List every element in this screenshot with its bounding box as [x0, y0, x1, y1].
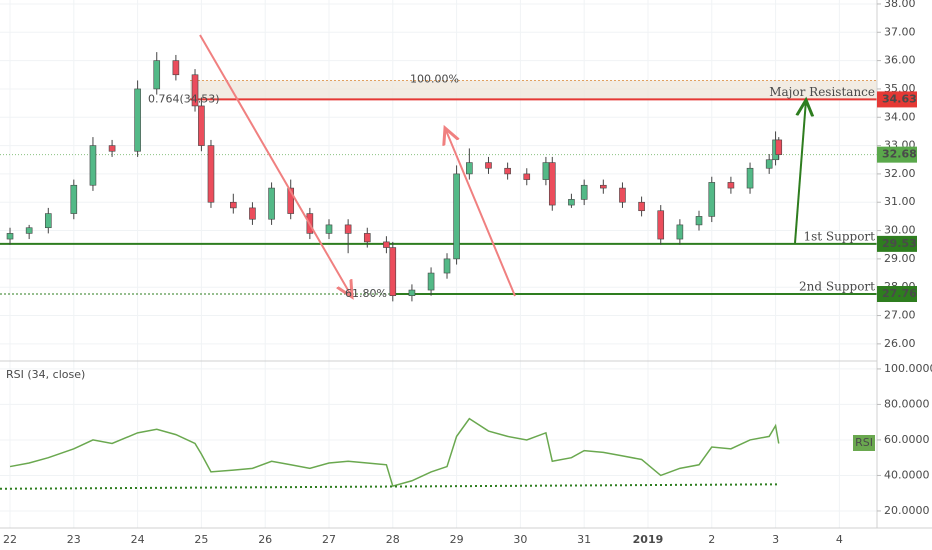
- candle-body: [727, 182, 735, 189]
- price-tag-label: 27.76: [882, 287, 917, 300]
- price-tag: [877, 286, 917, 303]
- candle-body: [89, 145, 97, 186]
- y-tick-label: 26.00: [884, 337, 916, 350]
- x-tick-label: 24: [131, 533, 145, 546]
- y-tick-label: 20.0000: [884, 504, 930, 517]
- price-tag: [877, 91, 917, 108]
- x-tick-label: 4: [836, 533, 843, 546]
- candle-body: [191, 74, 199, 107]
- level-label: 1st Support: [803, 229, 875, 243]
- candle-body: [548, 162, 556, 206]
- x-tick-label: 2019: [633, 533, 664, 546]
- x-tick-label: 26: [258, 533, 272, 546]
- price-tag-label: 34.63: [882, 92, 917, 105]
- y-tick-label: 27.00: [884, 309, 916, 322]
- candle-body: [6, 233, 14, 240]
- y-tick-label: 38.00: [884, 0, 916, 10]
- arrow: [199, 34, 352, 297]
- candle-body: [198, 105, 205, 146]
- fib-label: 100.00%: [410, 72, 459, 85]
- price-tag-label: 32.68: [882, 148, 917, 161]
- x-tick-label: 3: [772, 533, 779, 546]
- candle-body: [108, 145, 116, 152]
- y-tick-label: 32.00: [884, 167, 916, 180]
- y-tick-label: 80.0000: [884, 397, 930, 410]
- y-tick-label: 31.00: [884, 195, 916, 208]
- candle-body: [775, 139, 783, 155]
- candle-body: [638, 201, 645, 212]
- y-tick-label: 34.00: [884, 110, 916, 123]
- y-tick-label: 40.0000: [884, 468, 930, 481]
- candle-body: [427, 272, 435, 291]
- candle-body: [44, 213, 52, 229]
- candle-body: [542, 162, 550, 180]
- candle-body: [408, 289, 416, 297]
- candle-body: [268, 187, 275, 220]
- candle-body: [453, 173, 460, 260]
- candle-body: [765, 159, 773, 169]
- candle-body: [389, 247, 397, 297]
- y-tick-label: 29.00: [884, 252, 916, 265]
- candle-body: [580, 184, 588, 200]
- x-tick-label: 28: [386, 533, 400, 546]
- candle-body: [363, 233, 371, 243]
- level-label: 2nd Support: [799, 280, 875, 294]
- candle-body: [344, 224, 352, 234]
- candle-body: [172, 60, 180, 76]
- y-tick-label: 30.00: [884, 224, 916, 237]
- rsi-tag: [853, 435, 875, 451]
- candle-body: [70, 184, 78, 214]
- candle-body: [287, 187, 295, 214]
- fib-zone: [190, 80, 877, 100]
- candle-body: [230, 201, 237, 209]
- candle-body: [443, 258, 451, 274]
- x-tick-label: 29: [450, 533, 464, 546]
- y-tick-label: 36.00: [884, 54, 916, 67]
- arrow: [794, 100, 806, 244]
- price-tag: [877, 235, 917, 252]
- price-tag-label: 29.53: [882, 237, 917, 250]
- candle-body: [485, 162, 492, 169]
- candle-body: [134, 88, 141, 152]
- candle-body: [25, 227, 33, 234]
- candle-body: [325, 224, 333, 234]
- candle-body: [568, 199, 575, 206]
- candle-body: [383, 241, 390, 248]
- rsi-line: [9, 417, 780, 488]
- y-tick-label: 60.0000: [884, 433, 930, 446]
- price-tag: [877, 146, 917, 163]
- arrow: [445, 128, 516, 297]
- candle-body: [600, 184, 607, 189]
- candle-body: [504, 167, 511, 175]
- rsi-title: RSI (34, close): [6, 368, 85, 381]
- candle-body: [746, 167, 754, 189]
- candle-body: [466, 162, 473, 175]
- level-label: Major Resistance: [769, 85, 875, 99]
- y-tick-label: 100.0000: [884, 362, 932, 375]
- candle-body: [207, 145, 215, 203]
- candle-body: [695, 216, 703, 226]
- candle-body: [619, 187, 626, 203]
- x-tick-label: 22: [3, 533, 17, 546]
- x-tick-label: 2: [708, 533, 715, 546]
- x-tick-label: 31: [577, 533, 591, 546]
- x-tick-label: 25: [194, 533, 208, 546]
- candle-body: [249, 207, 256, 220]
- x-tick-label: 23: [67, 533, 81, 546]
- candle-body: [676, 224, 684, 240]
- candle-body: [708, 182, 716, 217]
- rsi-tag-label: RSI: [855, 436, 873, 449]
- y-tick-label: 37.00: [884, 25, 916, 38]
- x-tick-label: 30: [513, 533, 527, 546]
- x-tick-label: 27: [322, 533, 336, 546]
- candle-body: [657, 210, 665, 240]
- candle-body: [523, 173, 531, 180]
- fib-label: 61.80%: [345, 287, 387, 300]
- candle-body: [153, 60, 161, 90]
- fib-label: 0.764(34.53): [148, 92, 220, 105]
